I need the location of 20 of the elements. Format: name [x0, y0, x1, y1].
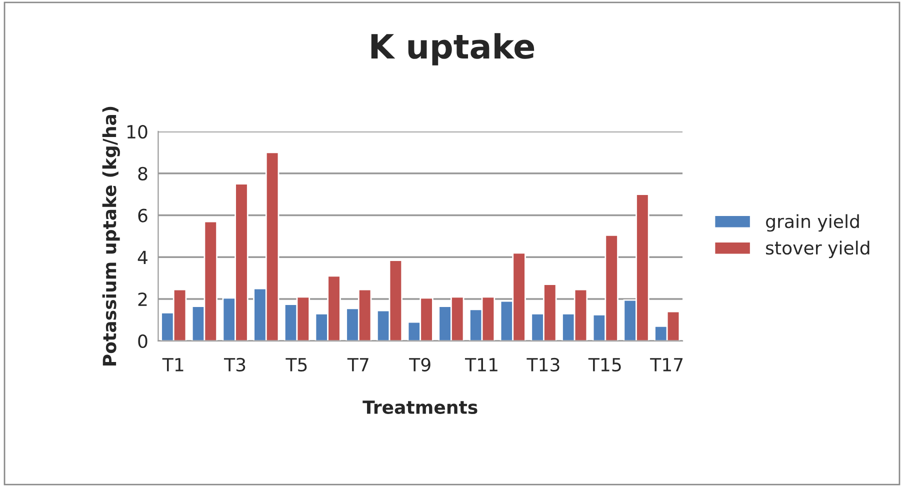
x-tick-label: T3 [224, 358, 246, 372]
x-tick-label: T13 [526, 358, 560, 372]
y-tick-label: 8 [138, 166, 148, 180]
y-tick-label: 6 [138, 208, 148, 222]
x-tick-label: T11 [464, 358, 498, 372]
chart-title: K uptake [371, 33, 534, 66]
x-tick-label: T15 [588, 358, 621, 372]
legend-label: stover yield [766, 240, 870, 258]
x-axis-title: Treatments [362, 400, 478, 414]
y-axis-title: Potassium uptake (kg/ha) [102, 106, 120, 366]
x-tick-label: T5 [286, 358, 307, 372]
x-tick-label: T17 [650, 358, 683, 372]
x-tick-label: T7 [347, 358, 368, 372]
x-tick-label: T1 [162, 358, 184, 372]
y-tick-label: 10 [127, 124, 148, 139]
x-tick-label: T9 [409, 358, 430, 372]
y-tick-label: 4 [138, 250, 148, 264]
y-tick-label: 0 [138, 334, 148, 348]
y-tick-label: 2 [138, 292, 147, 306]
legend-label: grain yield [766, 214, 859, 232]
